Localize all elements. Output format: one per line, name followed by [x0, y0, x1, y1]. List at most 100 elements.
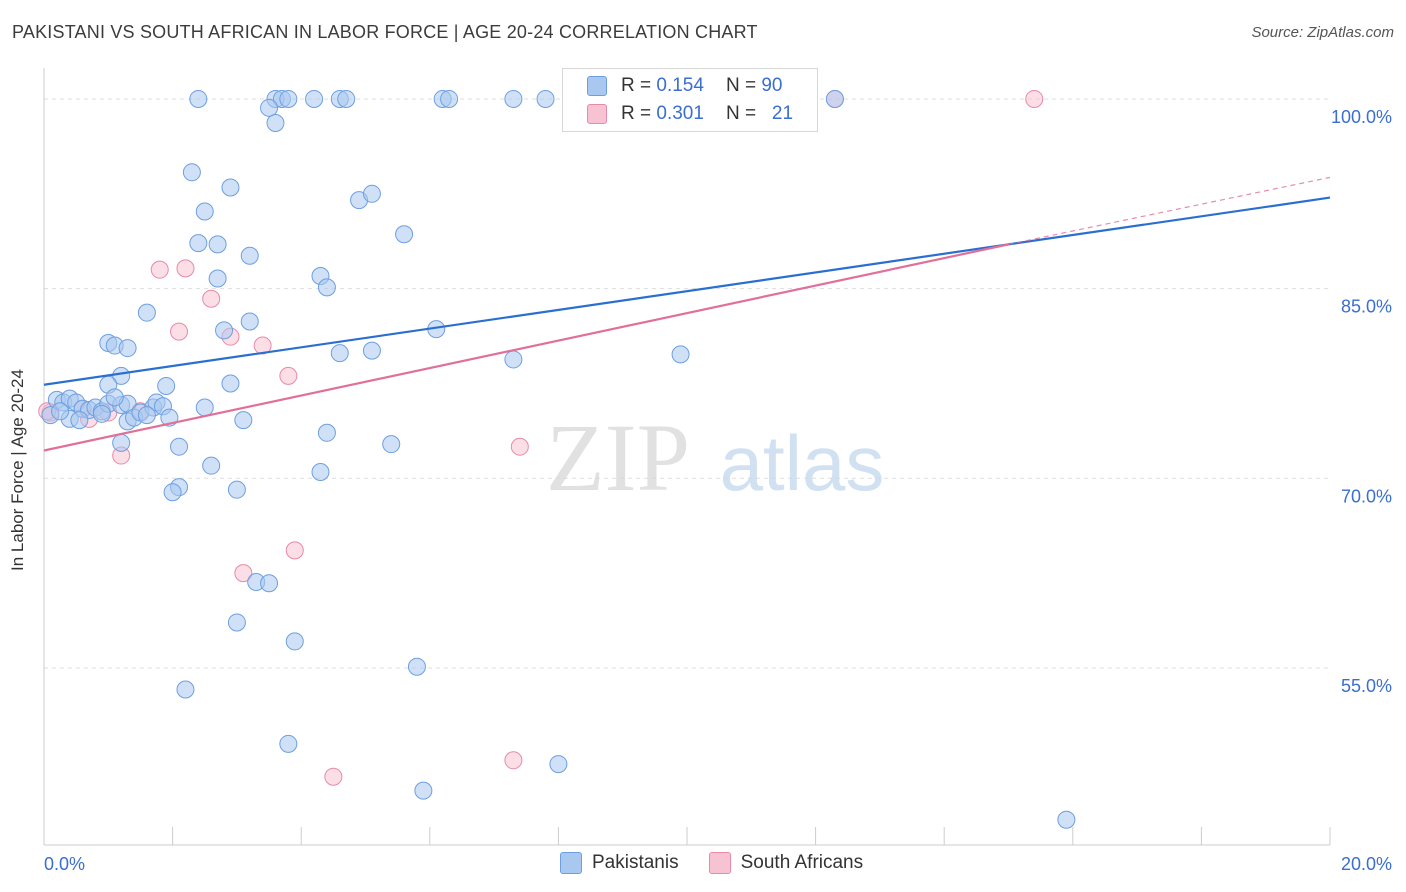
- series-south-africans-points: [38, 89, 1044, 786]
- legend-row-pakistanis: R = 0.154 N = 90: [587, 73, 782, 99]
- pakistani-point: [163, 483, 182, 502]
- south-african-point: [202, 289, 221, 308]
- pakistani-point: [549, 755, 568, 774]
- correlation-legend: R = 0.154 N = 90 R = 0.301 N = 21: [562, 68, 818, 132]
- tick-labels: 100.0% 85.0% 70.0% 55.0% 0.0% 20.0%: [44, 107, 1392, 874]
- pakistani-point: [362, 341, 381, 360]
- south-african-point: [234, 564, 253, 583]
- pakistani-point: [92, 404, 111, 423]
- pakistani-point: [170, 437, 189, 456]
- legend-label-south-africans: South Africans: [740, 852, 864, 873]
- south-african-point: [285, 541, 304, 560]
- pakistani-point: [189, 234, 208, 253]
- pakistani-point: [407, 657, 426, 676]
- pakistani-point: [202, 456, 221, 475]
- pakistani-point: [1057, 810, 1076, 829]
- pakistani-point: [536, 89, 555, 108]
- south-africans-trend-extension: [1008, 176, 1331, 245]
- x-tick-label: 20.0%: [1341, 854, 1392, 874]
- x-tick-label: 0.0%: [44, 854, 85, 874]
- pakistani-point: [504, 89, 523, 108]
- pakistani-point: [285, 632, 304, 651]
- r-label: R =: [621, 103, 652, 124]
- legend-swatch-south-africans: [708, 852, 731, 874]
- south-africans-trend-line: [43, 243, 1009, 452]
- r-label: R =: [621, 75, 652, 96]
- south-african-point: [150, 260, 169, 279]
- pakistani-point: [137, 303, 156, 322]
- south-african-point: [510, 437, 529, 456]
- south-african-point: [1025, 89, 1044, 108]
- pakistani-point: [305, 89, 324, 108]
- legend-swatch-south-africans: [587, 104, 607, 124]
- y-tick-label: 55.0%: [1341, 676, 1392, 696]
- pakistani-point: [266, 113, 285, 132]
- series-pakistanis-points: [41, 89, 1076, 829]
- pakistani-point: [118, 339, 137, 358]
- pakistani-point: [182, 163, 201, 182]
- watermark-atlas: atlas: [720, 419, 885, 507]
- pakistani-point: [195, 202, 214, 221]
- pakistani-point: [215, 321, 234, 340]
- trend-lines: [43, 176, 1331, 452]
- pakistani-point: [825, 89, 844, 108]
- n-value: 21: [771, 103, 794, 124]
- pakistani-point: [234, 411, 253, 430]
- axes: [43, 68, 1331, 846]
- pakistani-point: [227, 613, 246, 632]
- legend-item-south-africans[interactable]: South Africans: [708, 852, 864, 874]
- pakistani-point: [227, 480, 246, 499]
- pakistani-point: [208, 235, 227, 254]
- pakistani-point: [112, 433, 131, 452]
- south-african-point: [253, 336, 272, 355]
- n-label: N =: [725, 103, 757, 124]
- south-african-point: [170, 322, 189, 341]
- chart-title: PAKISTANI VS SOUTH AFRICAN IN LABOR FORC…: [12, 22, 758, 42]
- r-value: 0.154: [656, 75, 704, 96]
- pakistani-point: [395, 225, 414, 244]
- n-value: 90: [761, 75, 783, 96]
- pakistani-point: [221, 178, 240, 197]
- south-african-point: [176, 259, 195, 278]
- pakistani-point: [414, 781, 433, 800]
- legend-row-south-africans: R = 0.301 N = 21: [587, 101, 793, 127]
- pakistani-point: [504, 350, 523, 369]
- y-tick-label: 100.0%: [1331, 107, 1392, 127]
- legend-swatch-pakistanis: [587, 76, 607, 96]
- pakistani-point: [157, 377, 176, 395]
- pakistani-point: [137, 406, 156, 425]
- legend-swatch-pakistanis: [560, 852, 582, 874]
- pakistani-point: [221, 374, 240, 393]
- south-african-point: [324, 767, 343, 786]
- south-african-point: [504, 751, 523, 770]
- pakistani-point: [189, 89, 208, 108]
- pakistani-point: [105, 388, 124, 407]
- pakistani-point: [362, 184, 381, 203]
- pakistani-point: [195, 398, 214, 417]
- pakistani-point: [279, 734, 298, 753]
- pakistani-point: [112, 366, 131, 385]
- pakistani-point: [440, 89, 459, 108]
- pakistani-point: [260, 574, 279, 593]
- y-tick-label: 85.0%: [1341, 297, 1392, 317]
- chart-source: Source: ZipAtlas.com: [1251, 24, 1394, 41]
- r-value: 0.301: [656, 103, 704, 124]
- pakistani-point: [70, 411, 89, 430]
- pakistani-point: [382, 435, 401, 454]
- south-african-point: [279, 366, 298, 385]
- y-axis-label: In Labor Force | Age 20-24: [8, 369, 27, 571]
- pakistani-point: [260, 98, 279, 117]
- legend-label-pakistanis: Pakistanis: [592, 852, 679, 873]
- pakistani-point: [240, 312, 259, 331]
- n-label: N =: [725, 75, 757, 96]
- watermark: ZIP atlas: [546, 404, 884, 511]
- pakistani-point: [51, 402, 70, 421]
- pakistani-point: [337, 89, 356, 108]
- legend-item-pakistanis[interactable]: Pakistanis: [560, 852, 679, 874]
- pakistani-point: [208, 269, 227, 288]
- pakistani-point: [279, 89, 298, 108]
- pakistani-point: [317, 278, 336, 297]
- pakistani-point: [671, 345, 690, 364]
- pakistani-point: [330, 344, 349, 363]
